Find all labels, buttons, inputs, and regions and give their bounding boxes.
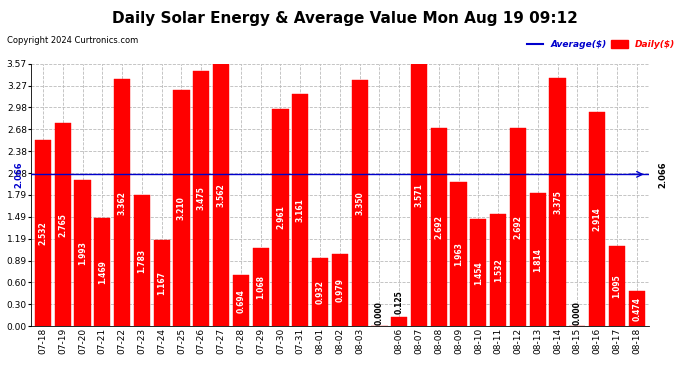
Text: 0.979: 0.979 bbox=[335, 278, 344, 302]
Text: 0.932: 0.932 bbox=[315, 280, 324, 304]
Text: 2.765: 2.765 bbox=[58, 213, 67, 237]
Bar bbox=[273, 108, 288, 326]
Text: 0.694: 0.694 bbox=[237, 289, 246, 313]
Text: 3.161: 3.161 bbox=[296, 198, 305, 222]
Text: 0.000: 0.000 bbox=[375, 301, 384, 325]
Text: 3.210: 3.210 bbox=[177, 196, 186, 220]
Text: 2.066: 2.066 bbox=[658, 161, 667, 188]
Text: Daily Solar Energy & Average Value Mon Aug 19 09:12: Daily Solar Energy & Average Value Mon A… bbox=[112, 11, 578, 26]
Text: 1.095: 1.095 bbox=[613, 274, 622, 298]
Bar bbox=[114, 79, 130, 326]
Text: 3.571: 3.571 bbox=[415, 183, 424, 207]
Bar bbox=[411, 64, 427, 326]
Bar bbox=[609, 246, 625, 326]
Bar bbox=[253, 248, 269, 326]
Bar bbox=[55, 123, 71, 326]
Text: 3.375: 3.375 bbox=[553, 190, 562, 214]
Text: 0.474: 0.474 bbox=[632, 297, 641, 321]
Text: 1.167: 1.167 bbox=[157, 272, 166, 296]
Bar bbox=[549, 78, 566, 326]
Bar bbox=[134, 195, 150, 326]
Bar bbox=[490, 214, 506, 326]
Text: 2.692: 2.692 bbox=[513, 215, 522, 239]
Text: 3.562: 3.562 bbox=[217, 183, 226, 207]
Text: 1.532: 1.532 bbox=[493, 258, 503, 282]
Bar bbox=[95, 218, 110, 326]
Bar bbox=[292, 94, 308, 326]
Bar bbox=[629, 291, 645, 326]
Text: 2.914: 2.914 bbox=[593, 207, 602, 231]
Bar bbox=[451, 182, 466, 326]
Bar bbox=[34, 140, 51, 326]
Text: 3.350: 3.350 bbox=[355, 191, 364, 215]
Text: 3.475: 3.475 bbox=[197, 186, 206, 210]
Bar bbox=[351, 80, 368, 326]
Bar bbox=[510, 128, 526, 326]
Bar bbox=[173, 90, 190, 326]
Legend: Average($), Daily($): Average($), Daily($) bbox=[524, 36, 678, 52]
Text: 1.469: 1.469 bbox=[98, 260, 107, 284]
Text: 1.814: 1.814 bbox=[533, 248, 542, 272]
Bar bbox=[471, 219, 486, 326]
Bar bbox=[332, 254, 348, 326]
Bar bbox=[431, 128, 447, 326]
Text: 3.362: 3.362 bbox=[117, 191, 126, 214]
Text: 2.961: 2.961 bbox=[276, 206, 285, 230]
Bar bbox=[233, 275, 249, 326]
Bar bbox=[154, 240, 170, 326]
Bar bbox=[589, 112, 605, 326]
Bar bbox=[391, 317, 407, 326]
Text: Copyright 2024 Curtronics.com: Copyright 2024 Curtronics.com bbox=[7, 36, 138, 45]
Bar bbox=[213, 64, 229, 326]
Text: 2.532: 2.532 bbox=[39, 221, 48, 245]
Text: 1.993: 1.993 bbox=[78, 241, 87, 265]
Text: 1.963: 1.963 bbox=[454, 242, 463, 266]
Bar bbox=[530, 193, 546, 326]
Text: 1.068: 1.068 bbox=[256, 275, 265, 299]
Text: 2.692: 2.692 bbox=[434, 215, 443, 239]
Text: 1.783: 1.783 bbox=[137, 249, 146, 273]
Text: 0.000: 0.000 bbox=[573, 301, 582, 325]
Text: 0.125: 0.125 bbox=[395, 290, 404, 314]
Text: 2.066: 2.066 bbox=[14, 161, 23, 188]
Bar bbox=[193, 71, 209, 326]
Text: 1.454: 1.454 bbox=[474, 261, 483, 285]
Bar bbox=[75, 180, 90, 326]
Bar bbox=[312, 258, 328, 326]
